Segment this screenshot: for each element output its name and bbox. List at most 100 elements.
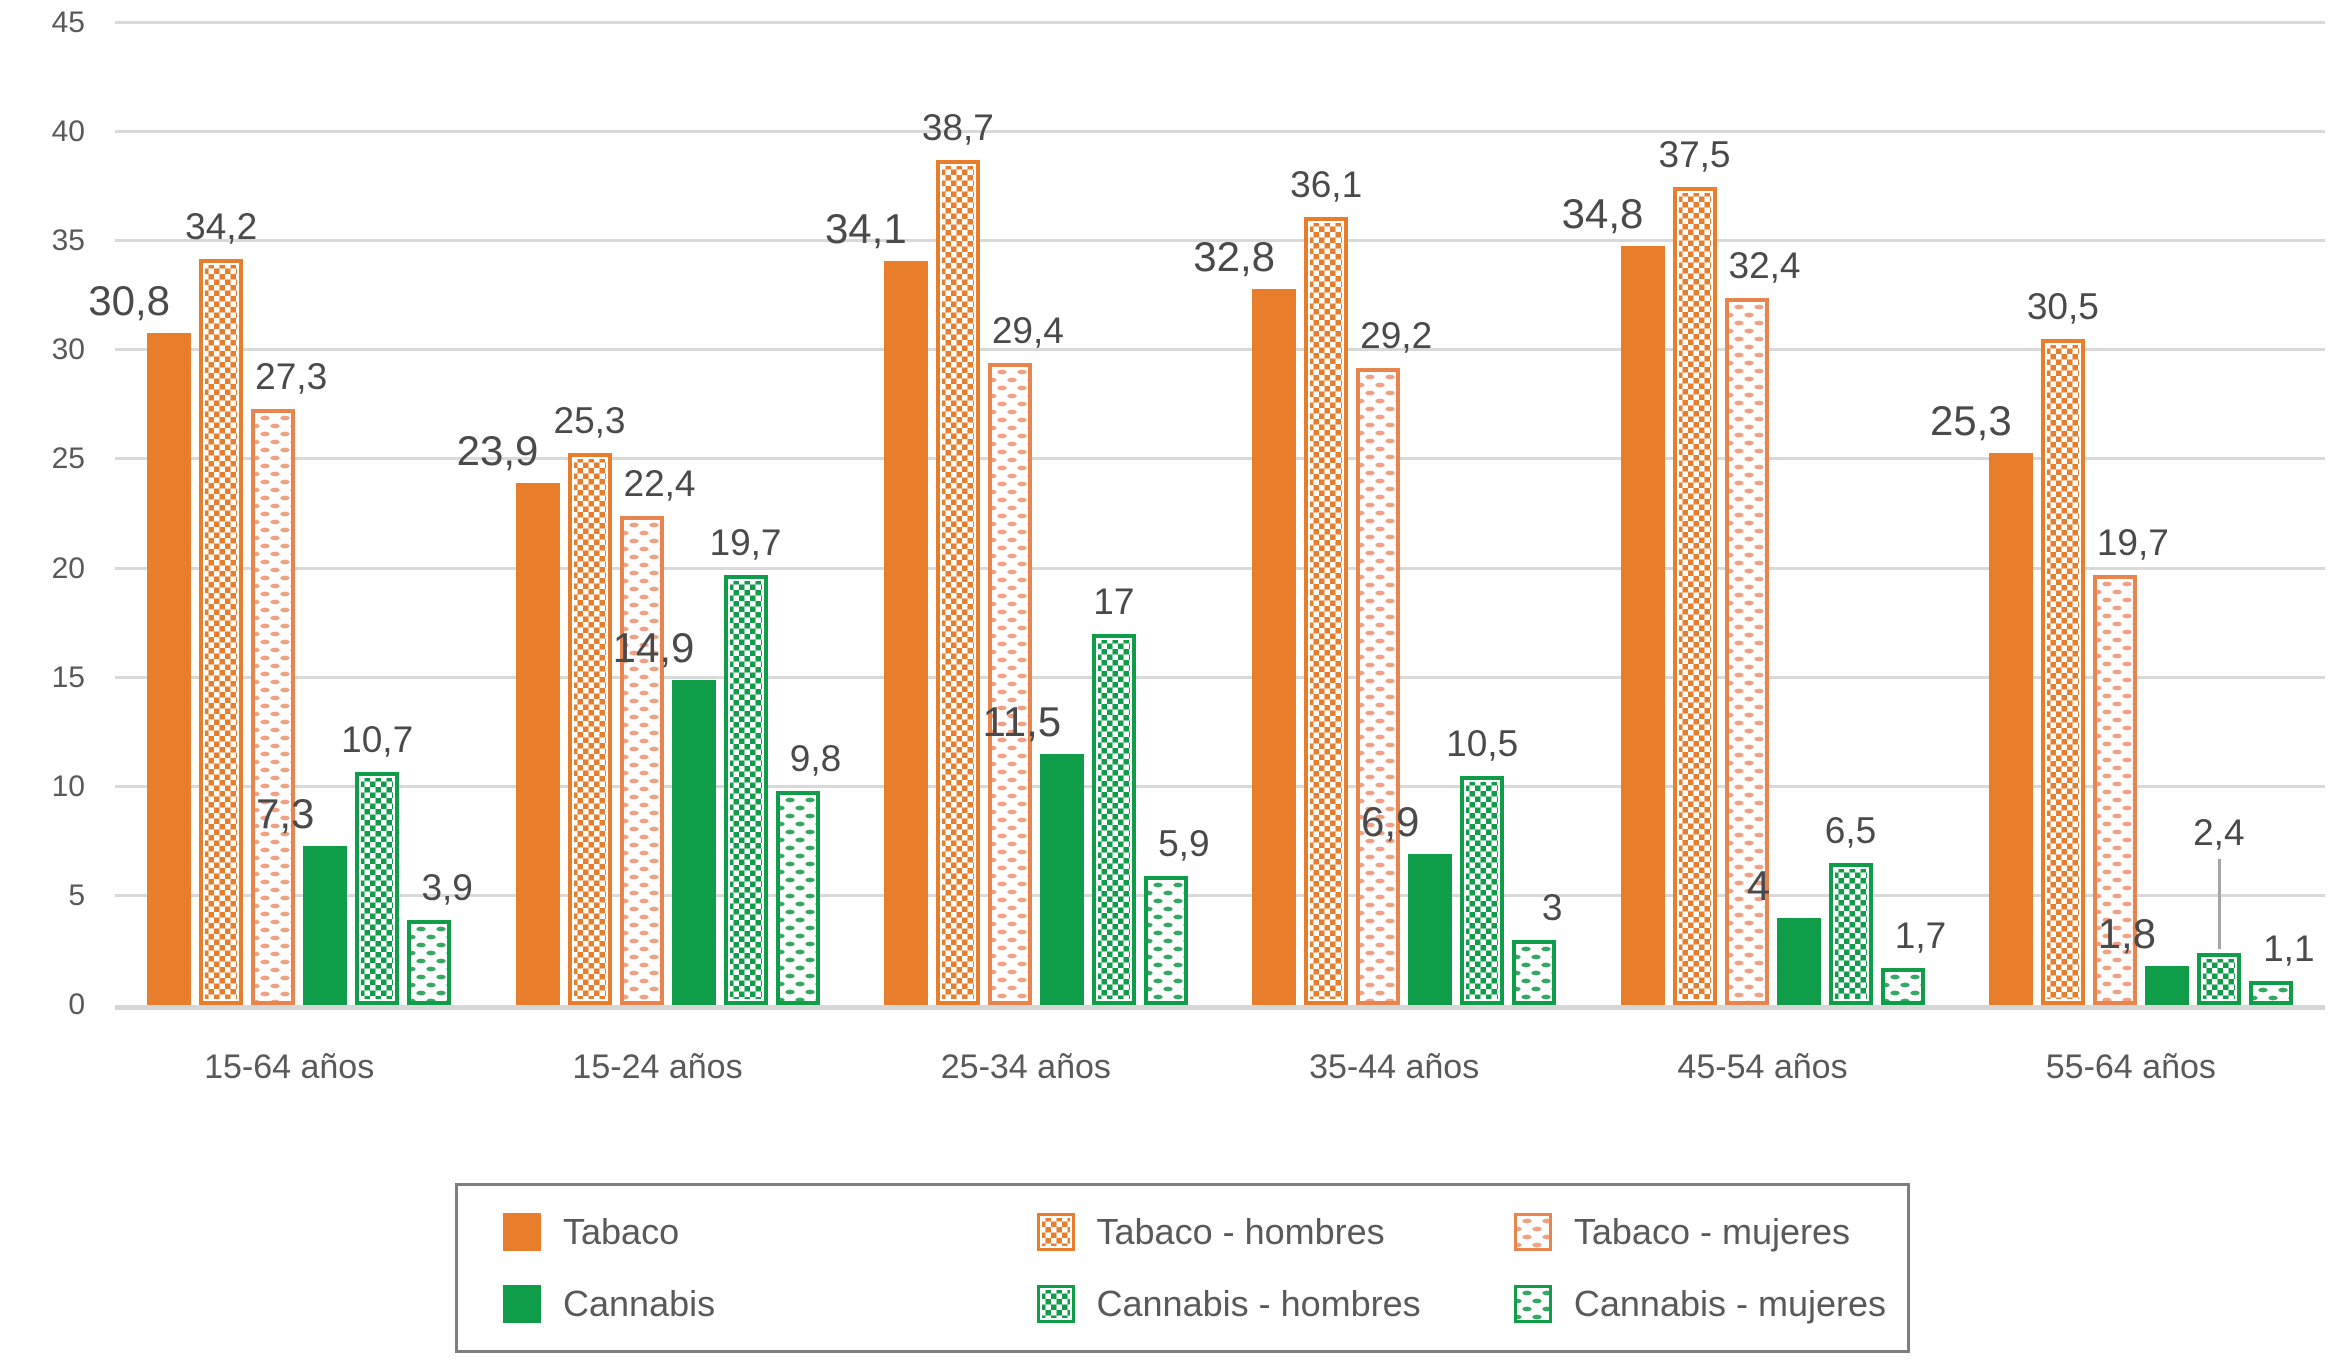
- bar-tabaco-mujeres: [1356, 367, 1401, 1005]
- bar-tabaco-hombres: [1672, 186, 1717, 1005]
- bar-label: 6,9: [1360, 798, 1420, 846]
- legend-item: Tabaco - mujeres: [1513, 1211, 1907, 1253]
- bar-label: 25,3: [1929, 396, 2012, 444]
- bar-cannabis-hombres: [723, 575, 768, 1005]
- legend-label: Tabaco - mujeres: [1573, 1211, 1850, 1252]
- legend-swatch-cannabis: [503, 1285, 541, 1323]
- legend-label: Tabaco - hombres: [1096, 1211, 1385, 1252]
- y-axis-tick: 15: [51, 660, 85, 694]
- y-axis-tick: 10: [51, 769, 85, 803]
- bar-label: 27,3: [255, 356, 328, 398]
- bar-tabaco: [147, 332, 192, 1005]
- legend-item: Tabaco - hombres: [1036, 1211, 1514, 1253]
- bar-cannabis-mujeres: [407, 919, 452, 1005]
- bar-label: 30,5: [2026, 286, 2099, 328]
- gridline: [115, 239, 2325, 243]
- x-axis-label: 15-24 años: [572, 1048, 743, 1086]
- gridline: [115, 893, 2325, 897]
- bar-tabaco-hombres: [567, 452, 612, 1005]
- bar-cannabis-mujeres: [1880, 967, 1925, 1005]
- bar-tabaco-hombres: [1304, 217, 1349, 1005]
- bar-label: 14,9: [612, 623, 695, 671]
- bar-tabaco-mujeres: [1724, 297, 1769, 1005]
- x-axis-label: 55-64 años: [2045, 1048, 2216, 1086]
- bar-label: 29,4: [991, 310, 1064, 352]
- bar-tabaco-mujeres: [619, 516, 664, 1005]
- y-axis-tick: 5: [68, 878, 85, 912]
- legend-item: Cannabis - mujeres: [1513, 1283, 1907, 1325]
- bar-label: 37,5: [1658, 133, 1731, 175]
- bar-tabaco: [883, 260, 928, 1005]
- gridline: [115, 675, 2325, 679]
- bar-label: 38,7: [921, 107, 994, 149]
- bar-label: 36,1: [1290, 164, 1363, 206]
- y-axis-tick: 30: [51, 333, 85, 367]
- y-axis-tick: 25: [51, 442, 85, 476]
- bar-cannabis-mujeres: [2248, 981, 2293, 1005]
- bar-label: 17: [1093, 581, 1135, 623]
- x-axis-label: 25-34 años: [940, 1048, 1111, 1086]
- bar-tabaco-mujeres: [2092, 575, 2137, 1005]
- bar-label: 1,1: [2263, 928, 2315, 969]
- bar-tabaco: [1252, 289, 1297, 1005]
- gridline: [115, 784, 2325, 788]
- bar-label: 7,3: [255, 789, 315, 837]
- bar-label: 6,5: [1824, 810, 1877, 852]
- bar-tabaco: [515, 483, 560, 1005]
- legend-label: Cannabis - mujeres: [1573, 1283, 1887, 1324]
- bar-label: 10,7: [341, 718, 414, 760]
- bar-cannabis-mujeres: [1512, 939, 1557, 1005]
- bar-tabaco: [1988, 452, 2033, 1005]
- bar-cannabis-mujeres: [775, 791, 820, 1005]
- x-axis-label: 35-44 años: [1309, 1048, 1480, 1086]
- x-axis-label: 45-54 años: [1677, 1048, 1848, 1086]
- bar-label: 25,3: [553, 399, 626, 441]
- legend-label: Cannabis: [563, 1283, 716, 1324]
- bar-cannabis: [2144, 965, 2189, 1005]
- bar-label: 32,4: [1728, 244, 1801, 286]
- x-axis-label: 15-64 años: [204, 1048, 375, 1086]
- bar-cannabis-hombres: [1091, 634, 1136, 1005]
- legend-label: Cannabis - hombres: [1096, 1283, 1421, 1324]
- bar-label: 30,8: [88, 276, 171, 324]
- plot-area: 0 5 10 15 20 25 30 35 40 45 30,8 23,9 34,1 32,8 34,8 25…: [52, 8, 2325, 1086]
- bar-label: 10,5: [1446, 722, 1519, 764]
- y-axis-tick: 20: [51, 551, 85, 585]
- bar-tabaco-mujeres: [251, 409, 296, 1005]
- legend-item: Cannabis: [503, 1283, 1037, 1325]
- legend: Tabaco Tabaco - hombres Tabaco - mujeres…: [455, 1183, 1910, 1353]
- legend-item: Tabaco: [503, 1211, 1037, 1253]
- bar-label: 3,9: [421, 866, 473, 908]
- leader-line: [2217, 858, 2221, 949]
- bar-label: 19,7: [2096, 522, 2169, 564]
- gridline: [115, 348, 2325, 352]
- bar-cannabis: [303, 845, 348, 1005]
- legend-swatch-tabaco: [503, 1213, 541, 1251]
- bar-label: 4: [1746, 861, 1771, 909]
- bar-label: 22,4: [623, 463, 696, 505]
- gridline: [115, 566, 2325, 570]
- legend-swatch-tabaco-mujeres: [1513, 1213, 1552, 1251]
- bar-tabaco-hombres: [2040, 339, 2085, 1005]
- bar-label: 1,7: [1894, 914, 1947, 956]
- bar-tabaco-hombres: [935, 160, 980, 1005]
- bar-label: 9,8: [789, 738, 842, 780]
- bar-cannabis: [1408, 854, 1453, 1005]
- bar-tabaco-mujeres: [987, 363, 1032, 1005]
- y-axis-tick: 35: [51, 224, 85, 258]
- bar-label: 32,8: [1193, 233, 1276, 281]
- bar-cannabis-mujeres: [1143, 876, 1188, 1005]
- bar-cannabis: [1039, 754, 1084, 1005]
- legend-label: Tabaco: [563, 1211, 680, 1252]
- bar-label: 11,5: [982, 698, 1062, 746]
- bar-label: 1,8: [2097, 909, 2157, 957]
- bar-label: 5,9: [1158, 823, 1210, 865]
- bar-tabaco-hombres: [199, 258, 244, 1005]
- bar-label: 34,8: [1561, 189, 1644, 237]
- bar-label: 23,9: [456, 427, 539, 475]
- bar-cannabis: [671, 679, 716, 1005]
- bar-cannabis-hombres: [1460, 775, 1505, 1005]
- bar-label: 34,2: [185, 205, 258, 247]
- bar-cannabis-hombres: [2196, 952, 2241, 1005]
